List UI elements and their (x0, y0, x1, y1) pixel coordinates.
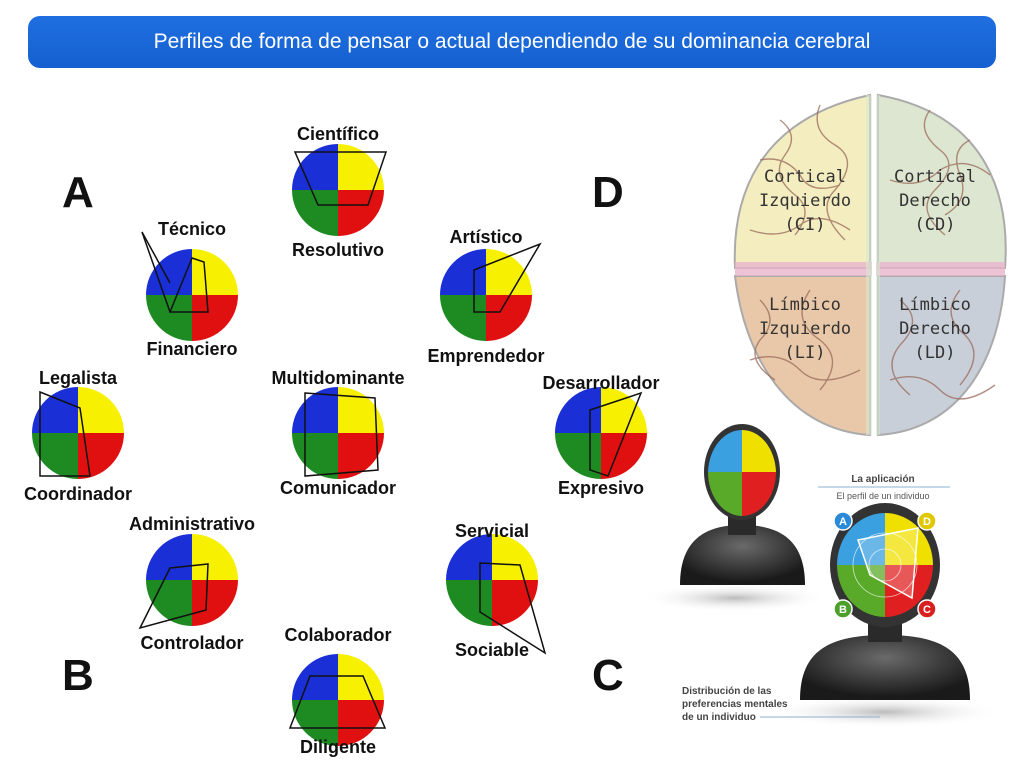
brain-label-li-2: Izquierdo (759, 319, 851, 339)
profile-circles: Científico Resolutivo Técnico Financiero Art… (24, 124, 660, 757)
profile-bottom-label: Sociable (455, 640, 529, 660)
svg-text:A: A (839, 516, 847, 528)
application-title: La aplicación (851, 474, 914, 485)
profile-top-label: Colaborador (284, 625, 391, 645)
profile-bottom-label: Controlador (141, 633, 244, 653)
svg-text:C: C (923, 604, 931, 616)
brain-label-li-3: (LI) (785, 343, 826, 363)
brain-label-li-1: Límbico (769, 295, 841, 315)
profile-bottom-label: Comunicador (280, 478, 396, 498)
brain-label-ld-3: (LD) (915, 343, 956, 363)
profile-radar-icon (837, 513, 933, 617)
caption-line-2: preferencias mentales (682, 699, 788, 710)
brain-label-ci-1: Cortical (764, 167, 846, 187)
profile-top-label: Científico (297, 124, 379, 144)
caption-line-3: de un individuo (682, 712, 756, 723)
title-banner: Perfiles de forma de pensar o actual dep… (28, 16, 996, 68)
profile-circle-multidominante: Multidominante Comunicador (272, 368, 405, 498)
quadrant-letter-d: D (592, 168, 624, 217)
caption-line-1: Distribución de las (682, 686, 772, 697)
profile-top-label: Legalista (39, 368, 118, 388)
profile-top-label: Multidominante (272, 368, 405, 388)
svg-text:D: D (923, 516, 931, 528)
profile-circle-legalista: Legalista Coordinador (24, 368, 132, 504)
quadrant-letter-a: A (62, 168, 94, 217)
brain-label-cd-3: (CD) (915, 215, 956, 235)
brain-label-cd-1: Cortical (894, 167, 976, 187)
profile-top-label: Administrativo (129, 514, 255, 534)
profile-circle-administrativo: Administrativo Controlador (129, 514, 255, 653)
profile-bottom-label: Diligente (300, 737, 376, 757)
profile-bottom-label: Expresivo (558, 478, 644, 498)
profile-top-label: Desarrollador (542, 373, 659, 393)
brain-label-ld-2: Derecho (899, 319, 971, 339)
badge-a-icon: A (833, 511, 853, 531)
brain-label-ci-2: Izquierdo (759, 191, 851, 211)
profile-bottom-label: Financiero (146, 339, 237, 359)
quadrant-letter-b: B (62, 651, 94, 700)
profile-top-label: Técnico (158, 219, 226, 239)
person-silhouette-icon (680, 525, 805, 585)
profile-circle-desarrollador: Desarrollador Expresivo (542, 373, 659, 498)
brain-quadrants-image: Cortical Izquierdo (CI) Cortical Derecho… (733, 93, 1007, 437)
brain-label-ld-1: Límbico (899, 295, 971, 315)
badge-b-icon: B (833, 599, 853, 619)
application-subtitle: El perfil de un individuo (836, 491, 929, 501)
application-illustration: La aplicación El perfil de un individuo … (640, 424, 1005, 728)
brain-label-cd-2: Derecho (899, 191, 971, 211)
profile-top-label: Servicial (455, 521, 529, 541)
quadrant-letter-c: C (592, 651, 624, 700)
profile-top-label: Artístico (449, 227, 522, 247)
profile-bottom-label: Resolutivo (292, 240, 384, 260)
brain-label-ci-3: (CI) (785, 215, 826, 235)
profile-circle-técnico: Técnico Financiero (141, 219, 238, 359)
badge-d-icon: D (917, 511, 937, 531)
profile-circle-colaborador: Colaborador Diligente (284, 625, 391, 757)
page-title: Perfiles de forma de pensar o actual dep… (153, 30, 871, 53)
head-quadrant-icon (708, 429, 776, 516)
profile-bottom-label: Emprendedor (427, 346, 544, 366)
svg-text:B: B (839, 604, 847, 616)
profile-circle-artístico: Artístico Emprendedor (427, 227, 544, 366)
profile-bottom-label: Coordinador (24, 484, 132, 504)
badge-c-icon: C (917, 599, 937, 619)
profile-circle-científico: Científico Resolutivo (292, 124, 388, 260)
profile-circle-servicial: Servicial Sociable (446, 521, 547, 660)
